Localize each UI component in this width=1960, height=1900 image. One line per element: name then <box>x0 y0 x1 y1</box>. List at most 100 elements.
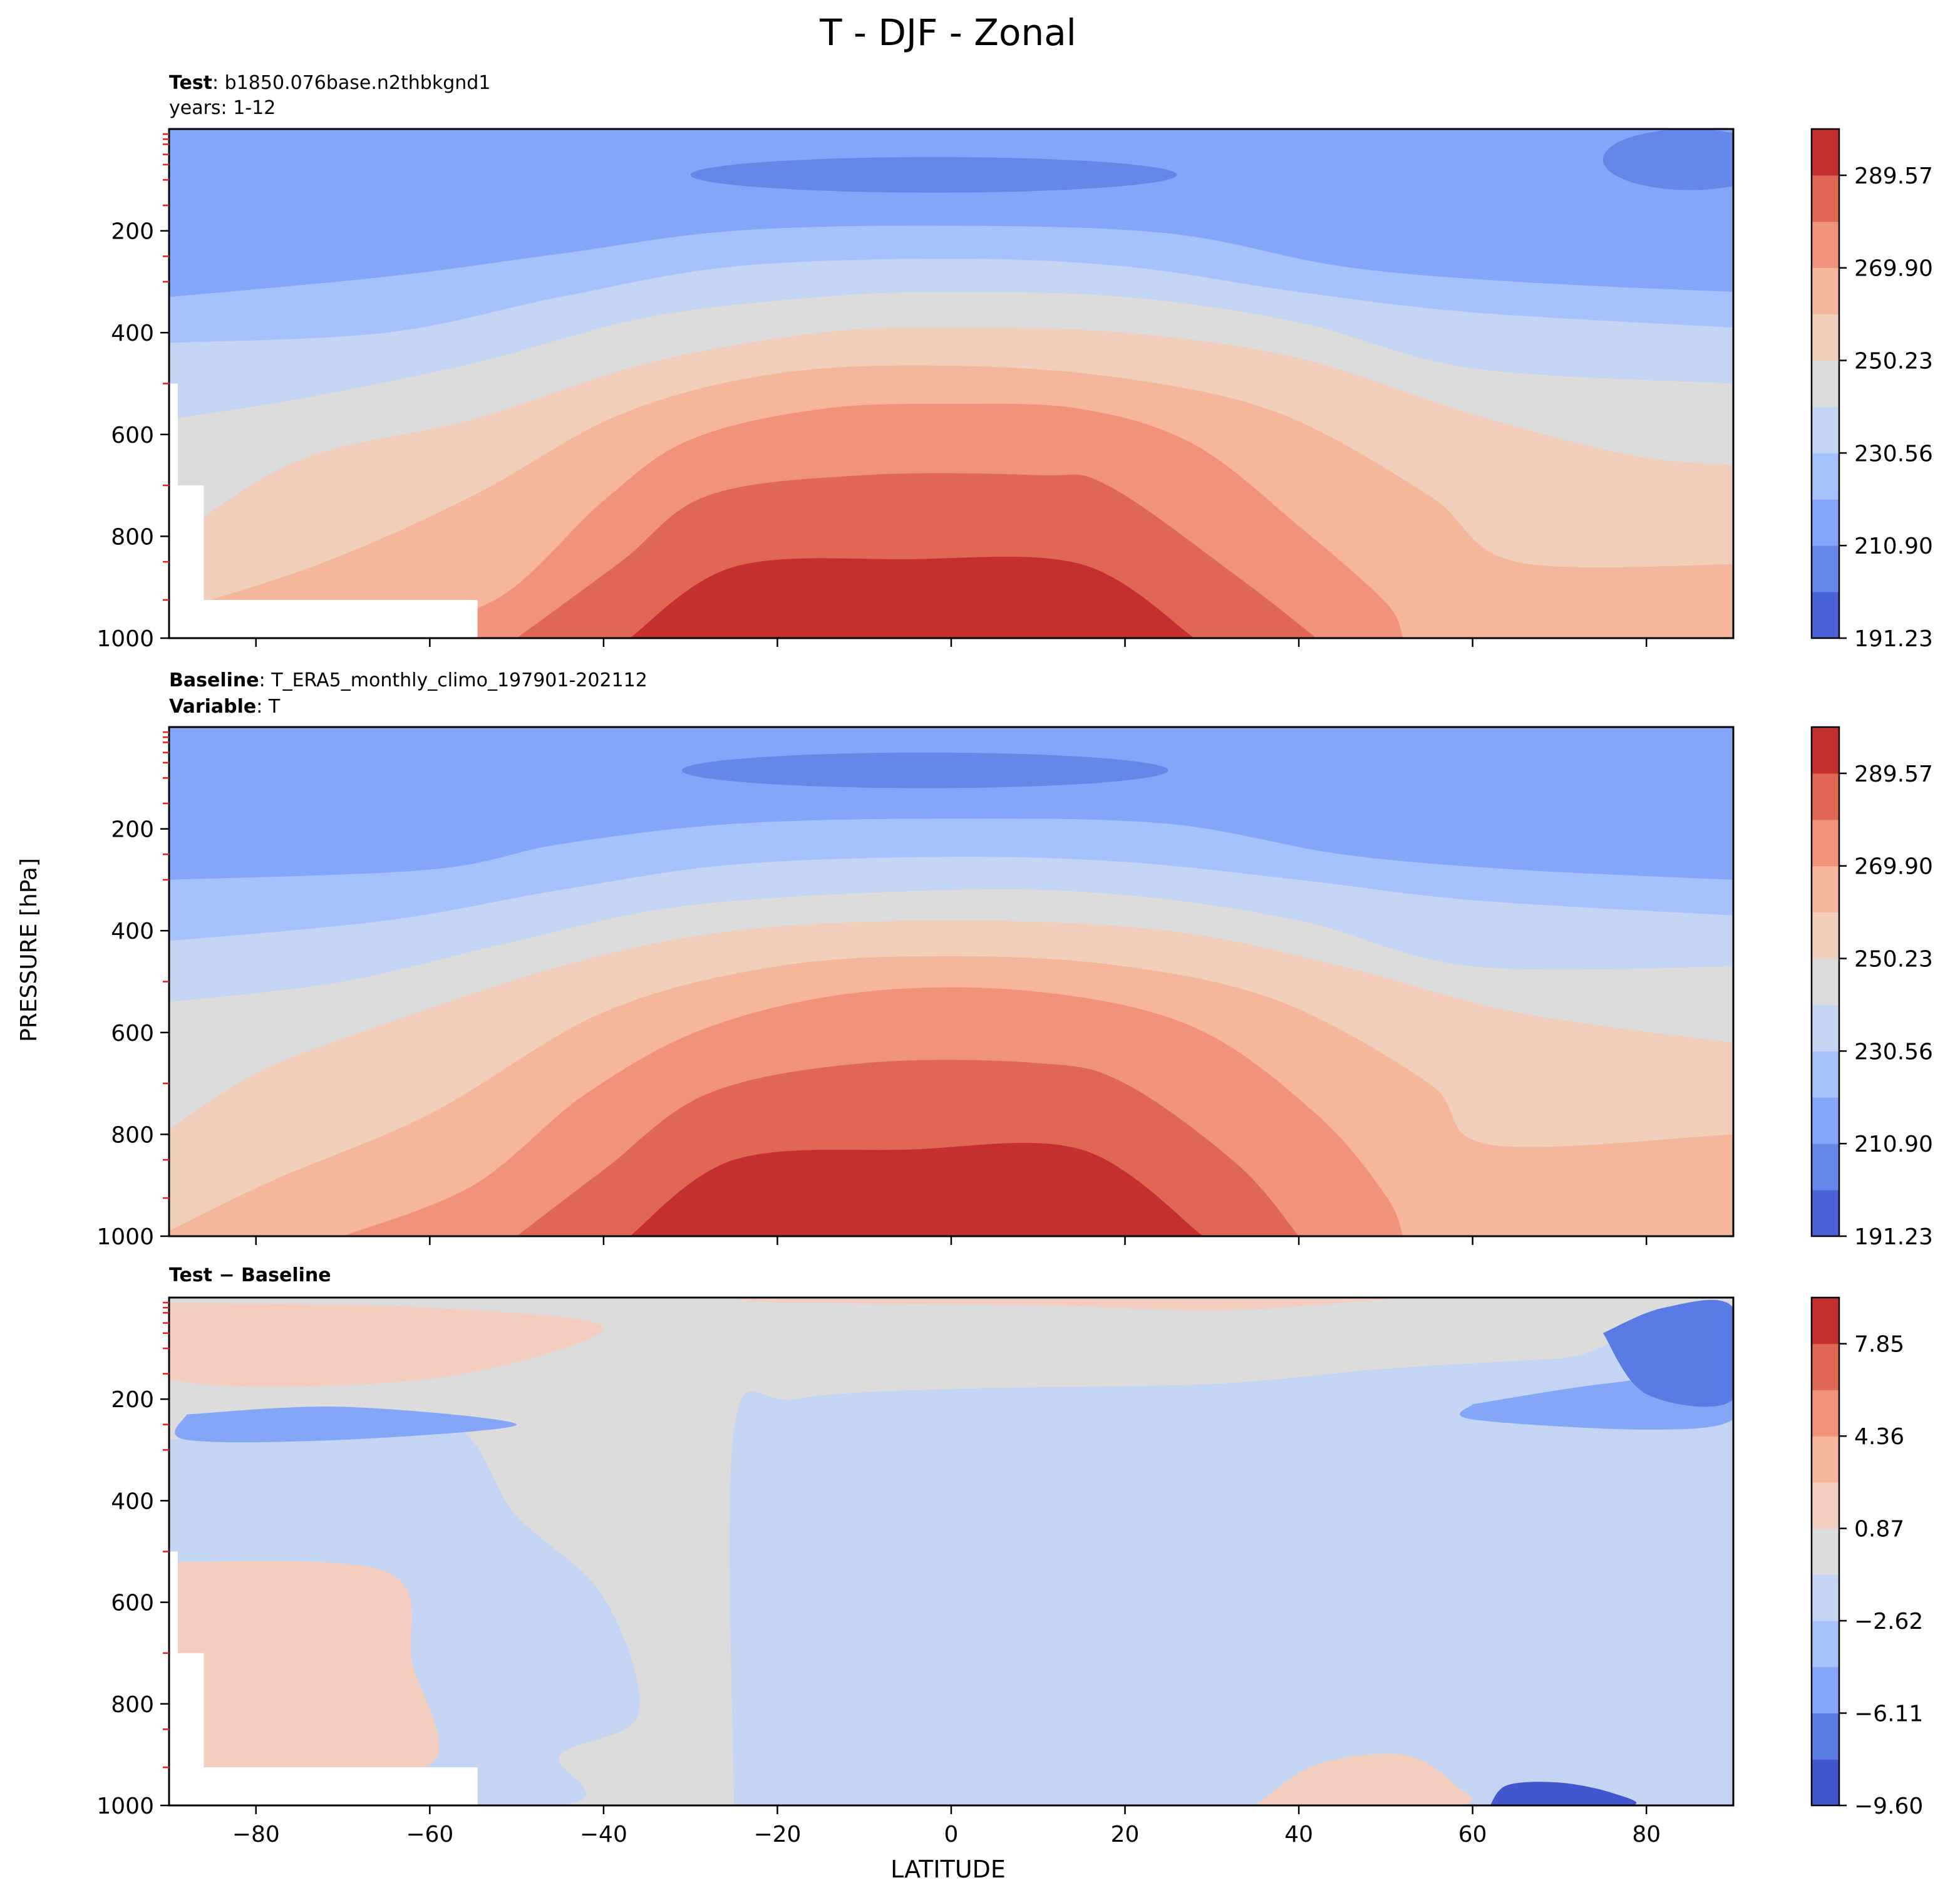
colorbar-segment <box>1812 1390 1839 1437</box>
colorbar-tick-label: 250.23 <box>1854 349 1933 374</box>
y-tick-label: 600 <box>111 423 154 448</box>
contour-cold-core <box>1507 732 1733 844</box>
colorbar-tick-label: 269.90 <box>1854 854 1933 880</box>
colorbar-tick-label: 191.23 <box>1854 1224 1933 1250</box>
contour-region <box>1602 1299 1733 1407</box>
colorbar-segment <box>1812 1759 1839 1806</box>
difference-colorbar: −9.60 −6.11 −2.62 0.87 4.36 7.85 <box>1810 1296 1923 1819</box>
y-tick-label: 1000 <box>96 626 154 652</box>
contour-region <box>169 1561 440 1775</box>
colorbar-segment <box>1812 1482 1839 1529</box>
colorbar-tick-label: 4.36 <box>1854 1424 1904 1450</box>
contour-region <box>729 1317 1733 1805</box>
contour-cold-core <box>1602 129 1733 190</box>
y-tick-label: 600 <box>111 1021 154 1046</box>
colorbar-segment <box>1812 1051 1839 1098</box>
colorbar-segment <box>1812 1713 1839 1760</box>
colorbar-segment <box>1812 406 1839 453</box>
colorbar-segment <box>1812 865 1839 913</box>
test-contour-plot <box>169 129 1733 638</box>
y-tick-label: 400 <box>111 321 154 346</box>
difference-axes: −80 −60 −40 −20 0 20 40 60 80 200 400 600 800 1000 <box>96 1301 1661 1847</box>
x-tick-label: −40 <box>580 1822 627 1847</box>
colorbar-segment <box>1812 129 1839 176</box>
y-tick-label: 800 <box>111 524 154 550</box>
y-tick-label: 600 <box>111 1591 154 1616</box>
masked-topography <box>169 383 478 638</box>
x-tick-label: 20 <box>1111 1822 1140 1847</box>
colorbar-segment <box>1812 221 1839 269</box>
contour-region <box>1490 1782 1637 1805</box>
colorbar-segment <box>1812 175 1839 222</box>
test-years-label: years: 1-12 <box>169 97 276 119</box>
colorbar-tick-label: 230.56 <box>1854 1039 1933 1065</box>
colorbar-frame <box>1810 1296 1840 1807</box>
colorbar-segment <box>1812 360 1839 407</box>
colorbar-segment <box>1812 912 1839 959</box>
colorbar-segment <box>1812 499 1839 546</box>
colorbar-tick-label: −9.60 <box>1854 1794 1923 1819</box>
contour-region <box>735 1298 1390 1311</box>
colorbar-tick-label: −6.11 <box>1854 1701 1923 1727</box>
colorbar-segment <box>1812 1190 1839 1237</box>
y-tick-label: 1000 <box>96 1794 154 1819</box>
contour-band <box>629 556 1195 638</box>
colorbar-segment <box>1812 1004 1839 1051</box>
colorbar-segment <box>1812 453 1839 500</box>
colorbar-segment <box>1812 1574 1839 1621</box>
colorbar-tick-label: −2.62 <box>1854 1609 1923 1634</box>
baseline-colorbar: 191.23 210.90 230.56 250.23 269.90 289.57 <box>1810 726 1933 1250</box>
colorbar-tick-label: 250.23 <box>1854 947 1933 973</box>
y-tick-label: 800 <box>111 1692 154 1718</box>
y-tick-label: 800 <box>111 1122 154 1148</box>
contour-region <box>1255 1753 1472 1805</box>
colorbar-tick-label: 289.57 <box>1854 762 1933 787</box>
test-axes: 200 400 600 800 1000 <box>96 133 1648 652</box>
colorbar-segment <box>1812 314 1839 361</box>
baseline-panel: Baseline: T_ERA5_monthly_climo_197901-20… <box>96 669 1933 1250</box>
colorbar-segment <box>1812 773 1839 820</box>
contour-cold-core <box>690 157 1177 193</box>
y-tick-label: 200 <box>111 219 154 245</box>
y-tick-label: 400 <box>111 1489 154 1514</box>
colorbar-tick-label: 210.90 <box>1854 534 1933 559</box>
baseline-label: Baseline: T_ERA5_monthly_climo_197901-20… <box>169 669 647 691</box>
y-tick-label: 200 <box>111 817 154 843</box>
x-tick-label: −80 <box>232 1822 280 1847</box>
colorbar-segment <box>1812 267 1839 315</box>
contour-region <box>175 1407 517 1443</box>
test-panel: Test: b1850.076base.n2thbkgnd1 years: 1-… <box>96 72 1933 652</box>
baseline-variable-label: Variable: T <box>169 696 281 718</box>
x-tick-label: 0 <box>944 1822 959 1847</box>
colorbar-segment <box>1812 545 1839 592</box>
y-tick-label: 200 <box>111 1387 154 1413</box>
y-tick-label: 400 <box>111 919 154 944</box>
colorbar-frame <box>1810 128 1840 639</box>
colorbar-tick-label: 191.23 <box>1854 626 1933 652</box>
difference-panel: Test − Baseline −80 −60 −40 −20 0 20 40 60 80 200… <box>96 1264 1923 1847</box>
colorbar-segment <box>1812 592 1839 639</box>
colorbar-segment <box>1812 1144 1839 1190</box>
difference-contour-plot <box>169 1298 1733 1805</box>
colorbar-tick-label: 269.90 <box>1854 256 1933 282</box>
contour-region <box>169 1303 604 1387</box>
y-axis-label: PRESSURE [hPa] <box>16 858 42 1042</box>
colorbar-segment <box>1812 1528 1839 1575</box>
x-tick-label: 60 <box>1458 1822 1487 1847</box>
x-axis-label: LATITUDE <box>890 1856 1006 1883</box>
contour-cold-core <box>681 752 1168 788</box>
figure-title: T - DJF - Zonal <box>819 11 1076 54</box>
x-tick-label: 80 <box>1632 1822 1661 1847</box>
x-tick-label: 40 <box>1284 1822 1313 1847</box>
colorbar-segment <box>1812 1343 1839 1390</box>
masked-topography <box>169 1551 478 1805</box>
colorbar-segment <box>1812 958 1839 1005</box>
colorbar-tick-label: 210.90 <box>1854 1132 1933 1157</box>
colorbar-tick-label: 0.87 <box>1854 1517 1904 1542</box>
baseline-axes: 200 400 600 800 1000 <box>96 731 1648 1250</box>
colorbar-tick-label: 230.56 <box>1854 441 1933 467</box>
colorbar-segment <box>1812 819 1839 867</box>
colorbar-segment <box>1812 1621 1839 1668</box>
difference-label: Test − Baseline <box>169 1264 331 1286</box>
